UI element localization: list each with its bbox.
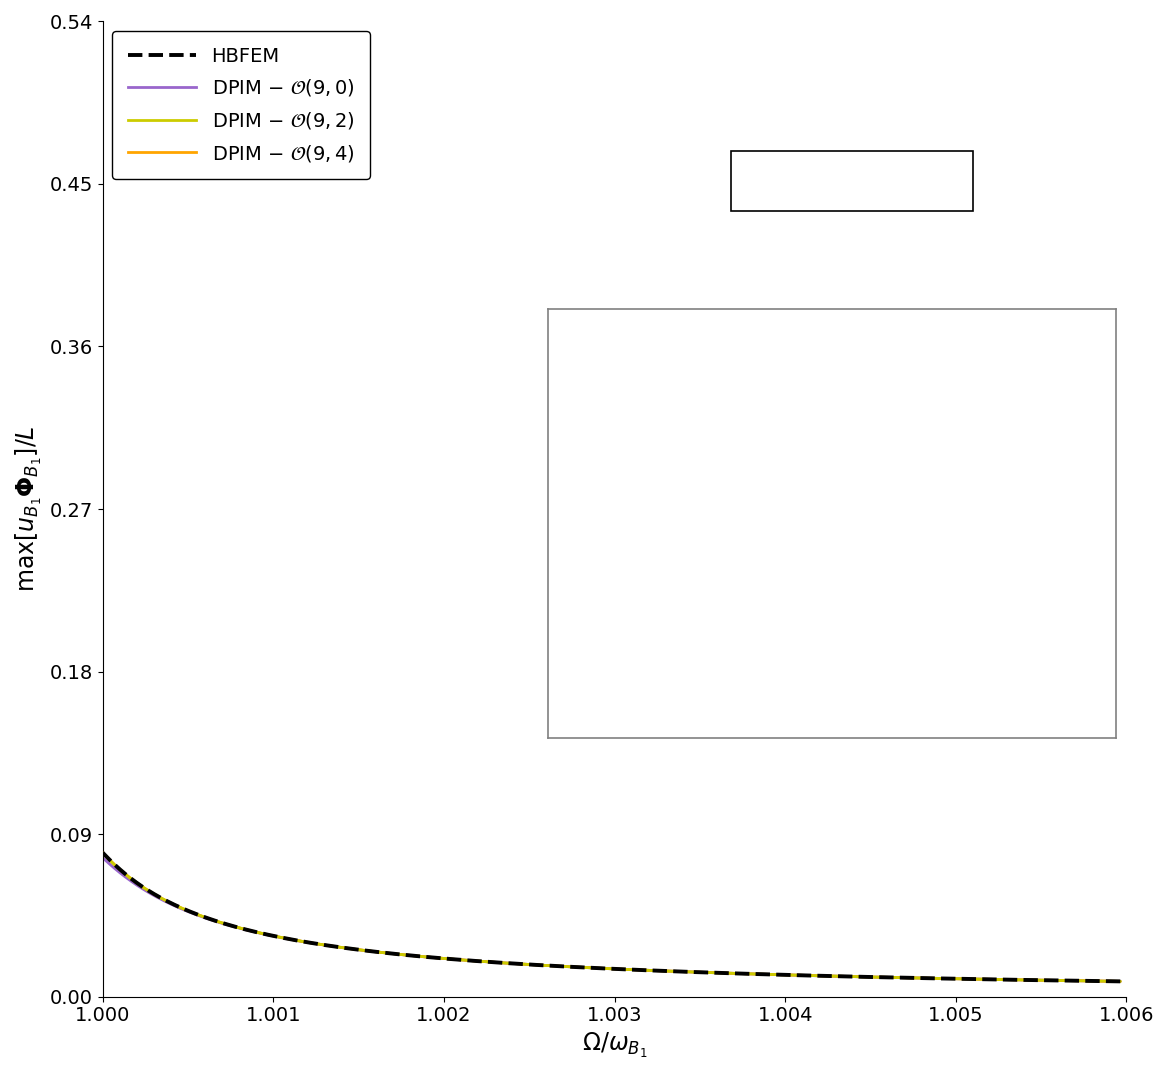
HBFEM (279, 932, 293, 945)
X-axis label: $\Omega/\omega_{B_1}$: $\Omega/\omega_{B_1}$ (582, 1031, 647, 1060)
DPIM $-$ $\mathcal{O}(9,2)$ (958, 972, 972, 985)
Y-axis label: $\mathrm{max}[u_{B_1}\boldsymbol{\Phi}_{B_1}]/L$: $\mathrm{max}[u_{B_1}\boldsymbol{\Phi}_{… (14, 425, 44, 593)
Line: DPIM $-$ $\mathcal{O}(9,4)$: DPIM $-$ $\mathcal{O}(9,4)$ (103, 853, 1120, 982)
DPIM $-$ $\mathcal{O}(9,0)$ (262, 929, 276, 942)
DPIM $-$ $\mathcal{O}(9,4)$ (152, 890, 166, 903)
DPIM $-$ $\mathcal{O}(9,4)$ (932, 972, 946, 985)
DPIM $-$ $\mathcal{O}(9,2)$ (105, 856, 119, 869)
DPIM $-$ $\mathcal{O}(9,2)$ (1113, 975, 1127, 988)
DPIM $-$ $\mathcal{O}(9,2)$ (96, 846, 110, 859)
DPIM $-$ $\mathcal{O}(9,0)$ (175, 903, 189, 916)
Line: DPIM $-$ $\mathcal{O}(9,2)$: DPIM $-$ $\mathcal{O}(9,2)$ (103, 853, 1120, 982)
DPIM $-$ $\mathcal{O}(9,0)$ (1113, 975, 1127, 988)
HBFEM (388, 947, 402, 960)
DPIM $-$ $\mathcal{O}(9,4)$ (100, 851, 114, 863)
DPIM $-$ $\mathcal{O}(9,0)$ (96, 852, 110, 865)
DPIM $-$ $\mathcal{O}(9,2)$ (278, 931, 292, 944)
Line: HBFEM: HBFEM (103, 853, 1120, 982)
DPIM $-$ $\mathcal{O}(9,4)$ (187, 906, 201, 919)
HBFEM (105, 856, 119, 869)
DPIM $-$ $\mathcal{O}(9,2)$ (297, 935, 311, 948)
HBFEM (318, 939, 332, 952)
DPIM $-$ $\mathcal{O}(9,0)$ (214, 916, 228, 929)
DPIM $-$ $\mathcal{O}(9,2)$ (134, 880, 148, 892)
Legend: HBFEM, DPIM $-$ $\mathcal{O}(9,0)$, DPIM $-$ $\mathcal{O}(9,2)$, DPIM $-$ $\math: HBFEM, DPIM $-$ $\mathcal{O}(9,0)$, DPIM… (112, 31, 370, 179)
DPIM $-$ $\mathcal{O}(9,2)$ (178, 902, 192, 915)
HBFEM (369, 945, 383, 958)
DPIM $-$ $\mathcal{O}(9,0)$ (123, 873, 137, 886)
Bar (730, 151, 973, 211)
DPIM $-$ $\mathcal{O}(9,4)$ (221, 918, 235, 931)
HBFEM (260, 928, 274, 941)
DPIM $-$ $\mathcal{O}(9,4)$ (96, 846, 110, 859)
DPIM $-$ $\mathcal{O}(9,0)$ (119, 871, 133, 884)
DPIM $-$ $\mathcal{O}(9,4)$ (472, 955, 486, 968)
HBFEM (1113, 975, 1127, 988)
HBFEM (96, 846, 110, 859)
DPIM $-$ $\mathcal{O}(9,4)$ (1113, 975, 1127, 988)
Line: DPIM $-$ $\mathcal{O}(9,0)$: DPIM $-$ $\mathcal{O}(9,0)$ (103, 858, 1120, 982)
DPIM $-$ $\mathcal{O}(9,0)$ (1000, 973, 1014, 986)
